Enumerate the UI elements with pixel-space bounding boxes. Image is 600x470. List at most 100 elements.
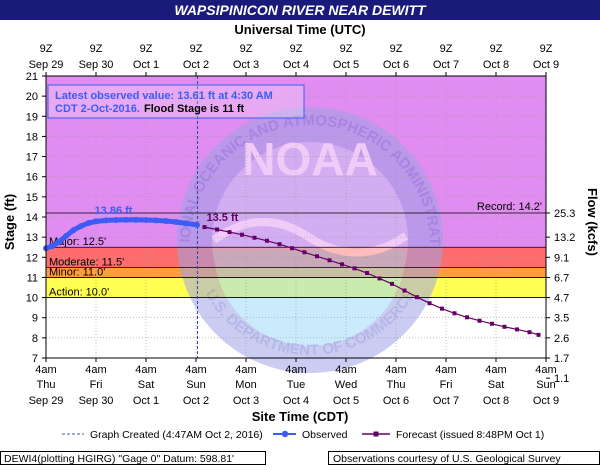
top-tick-hour-label: 9Z — [490, 43, 503, 55]
observed-point — [153, 217, 159, 224]
flow-tick-label: 3.5 — [554, 313, 569, 325]
bottom-tick-day-label: Sun — [536, 379, 556, 391]
forecast-point — [265, 238, 269, 243]
forecast-point — [252, 235, 257, 240]
bottom-tick-day-label: Thu — [37, 379, 56, 391]
y-tick-label: 17 — [26, 152, 38, 164]
footer-datum-text: DEWI4(plotting HGIRG) "Gage 0" Datum: 59… — [4, 453, 234, 465]
forecast-point — [240, 232, 244, 237]
forecast-point — [440, 306, 444, 311]
y-tick-label: 9 — [32, 313, 38, 325]
bottom-tick-hour-label: 4am — [85, 364, 106, 376]
observed-peak-label: 13.86 ft — [95, 205, 133, 217]
top-axis-title: Universal Time (UTC) — [234, 22, 365, 37]
forecast-point — [215, 227, 219, 232]
top-tick-date-label: Oct 5 — [333, 59, 359, 71]
observed-point — [78, 223, 84, 230]
top-tick-hour-label: 9Z — [90, 43, 103, 55]
forecast-point — [302, 250, 307, 255]
top-tick-hour-label: 9Z — [390, 43, 403, 55]
left-axis-title: Stage (ft) — [2, 194, 17, 250]
flood-stage-text: Flood Stage is 11 ft — [144, 103, 245, 115]
threshold-label-action: Action: 10.0' — [49, 287, 109, 299]
bottom-tick-date-label: Oct 4 — [283, 395, 309, 407]
observed-point — [93, 218, 99, 225]
top-tick-date-label: Oct 9 — [533, 59, 559, 71]
bottom-tick-hour-label: 4am — [135, 364, 156, 376]
bottom-tick-date-label: Sep 29 — [29, 395, 64, 407]
legend-forecast-marker — [373, 431, 379, 437]
observed-point — [70, 227, 77, 234]
bottom-tick-day-label: Sat — [138, 379, 155, 391]
watermark-wave-fill — [214, 250, 406, 346]
bottom-tick-day-label: Mon — [235, 379, 256, 391]
top-tick-hour-label: 9Z — [440, 43, 453, 55]
footer-credit-text: Observations courtesy of U.S. Geological… — [333, 453, 561, 465]
bottom-tick-hour-label: 4am — [185, 364, 206, 376]
forecast-point — [315, 254, 319, 259]
y-tick-label: 20 — [26, 91, 38, 103]
observed-point — [63, 233, 69, 240]
top-tick-date-label: Sep 29 — [29, 59, 64, 71]
observed-point — [55, 239, 62, 246]
bottom-tick-hour-label: 4am — [535, 364, 556, 376]
bottom-tick-date-label: Oct 7 — [433, 395, 459, 407]
legend-observed-label: Observed — [302, 429, 348, 441]
flow-tick-label: 2.6 — [554, 333, 569, 345]
legend-forecast-label: Forecast (issued 8:48PM Oct 1) — [396, 429, 544, 441]
y-tick-label: 8 — [32, 333, 38, 345]
forecast-point — [377, 276, 382, 281]
observed-point — [143, 217, 149, 224]
forecast-point — [415, 295, 419, 300]
bottom-axis-title: Site Time (CDT) — [252, 409, 349, 424]
bottom-tick-date-label: Sep 30 — [79, 395, 114, 407]
forecast-point — [477, 318, 482, 323]
flow-tick-label: 9.1 — [554, 252, 569, 264]
y-tick-label: 13 — [26, 232, 38, 244]
forecast-point — [527, 330, 532, 335]
forecast-point — [427, 301, 432, 306]
forecast-point — [402, 288, 407, 293]
observed-point — [183, 220, 189, 227]
bottom-tick-hour-label: 4am — [235, 364, 256, 376]
top-tick-hour-label: 9Z — [540, 43, 553, 55]
latest-value-line1: Latest observed value: 13.61 ft at 4:30 … — [55, 90, 273, 102]
legend-observed-marker — [281, 430, 289, 438]
bottom-tick-date-label: Oct 2 — [183, 395, 209, 407]
top-tick-hour-label: 9Z — [240, 43, 253, 55]
forecast-start-label: 13.5 ft — [207, 212, 239, 224]
forecast-point — [390, 281, 394, 286]
bottom-tick-hour-label: 4am — [285, 364, 306, 376]
top-tick-hour-label: 9Z — [290, 43, 303, 55]
y-tick-label: 11 — [27, 272, 38, 284]
top-tick-date-label: Oct 7 — [433, 59, 459, 71]
forecast-point — [465, 315, 469, 320]
latest-value-line2: CDT 2-Oct-2016. Flood Stage is 11 ft — [55, 103, 245, 115]
top-tick-hour-label: 9Z — [40, 43, 53, 55]
y-tick-label: 12 — [26, 252, 38, 264]
forecast-series-line — [204, 226, 539, 336]
bottom-tick-date-label: Oct 3 — [233, 395, 259, 407]
observed-point — [85, 220, 92, 227]
threshold-label-record: Record: 14.2' — [477, 201, 542, 213]
threshold-label-minor: Minor: 11.0' — [49, 266, 105, 278]
top-tick-hour-label: 9Z — [140, 43, 153, 55]
bottom-tick-hour-label: 4am — [435, 364, 456, 376]
forecast-point — [277, 242, 282, 247]
flow-tick-label: 1.1 — [554, 373, 569, 385]
legend-created-label: Graph Created (4:47AM Oct 2, 2016) — [90, 429, 263, 441]
forecast-point — [352, 266, 357, 271]
y-tick-label: 16 — [26, 172, 38, 184]
y-tick-label: 19 — [26, 111, 38, 123]
flow-tick-label: 4.7 — [554, 293, 569, 305]
flow-tick-label: 13.2 — [554, 232, 575, 244]
top-tick-date-label: Oct 6 — [383, 59, 409, 71]
bottom-tick-date-label: Oct 6 — [383, 395, 409, 407]
forecast-point — [365, 270, 369, 275]
flow-tick-label: 25.3 — [554, 208, 575, 220]
forecast-point — [515, 327, 519, 332]
forecast-point — [327, 258, 332, 263]
bottom-tick-hour-label: 4am — [335, 364, 356, 376]
